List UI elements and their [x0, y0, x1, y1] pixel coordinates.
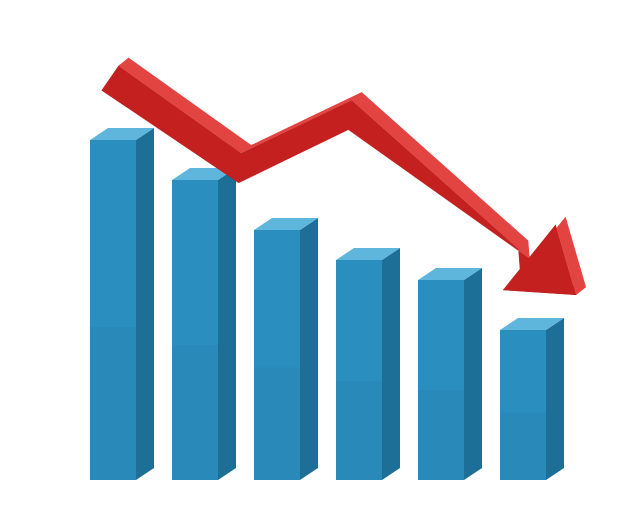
bar-6 [500, 318, 564, 480]
chart-svg [0, 0, 626, 521]
bar-4 [336, 248, 400, 480]
bar-5 [418, 268, 482, 480]
bar-1 [90, 128, 154, 480]
bar-3 [254, 218, 318, 480]
bar-2 [172, 168, 236, 480]
bars-group [90, 128, 564, 480]
decline-chart [0, 0, 626, 521]
